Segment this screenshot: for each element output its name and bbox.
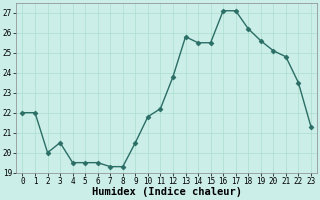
X-axis label: Humidex (Indice chaleur): Humidex (Indice chaleur) bbox=[92, 187, 242, 197]
